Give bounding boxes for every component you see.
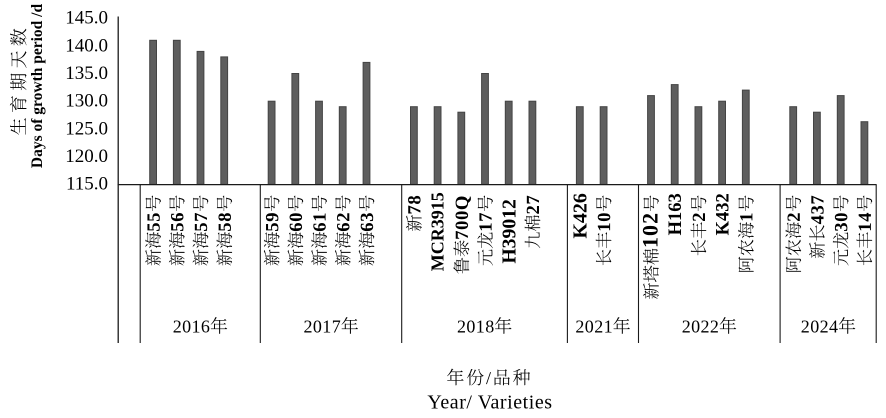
- svg-text:2017: 2017: [304, 317, 342, 337]
- svg-text:Year/ Varieties: Year/ Varieties: [427, 392, 552, 414]
- svg-text:MCR3915: MCR3915: [428, 192, 448, 271]
- svg-text:2024: 2024: [801, 317, 839, 337]
- svg-text:125.0: 125.0: [65, 118, 108, 139]
- svg-text:Days of growth period /d: Days of growth period /d: [29, 4, 46, 169]
- svg-text:2018: 2018: [457, 317, 495, 337]
- svg-text:130.0: 130.0: [65, 91, 108, 112]
- svg-text:K426: K426: [570, 193, 592, 239]
- svg-text:120.0: 120.0: [65, 146, 108, 167]
- svg-text:H39012: H39012: [498, 199, 520, 264]
- svg-text:115.0: 115.0: [66, 174, 108, 195]
- svg-text:145.0: 145.0: [65, 8, 108, 29]
- svg-text:2022: 2022: [682, 317, 720, 337]
- svg-text:140.0: 140.0: [65, 35, 108, 56]
- svg-text:2016: 2016: [173, 317, 211, 337]
- svg-text:K432: K432: [713, 193, 733, 235]
- svg-text:H163: H163: [666, 193, 686, 235]
- svg-text:135.0: 135.0: [65, 63, 108, 84]
- svg-text:2021: 2021: [575, 317, 613, 337]
